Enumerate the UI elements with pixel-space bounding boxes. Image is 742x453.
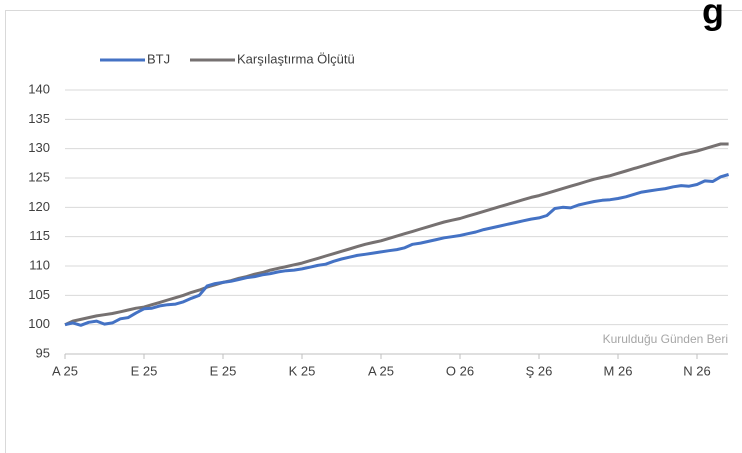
y-tick-label: 100 bbox=[28, 316, 50, 331]
y-tick-label: 125 bbox=[28, 169, 50, 184]
x-tick-label: O 26 bbox=[446, 363, 474, 378]
y-tick-label: 110 bbox=[29, 257, 50, 272]
y-tick-label: 115 bbox=[29, 228, 50, 243]
x-tick-label: E 25 bbox=[210, 363, 237, 378]
y-tick-label: 105 bbox=[28, 287, 50, 302]
x-tick-label: Ş 26 bbox=[526, 363, 553, 378]
x-tick-label: A 25 bbox=[368, 363, 394, 378]
y-tick-label: 130 bbox=[28, 140, 50, 155]
y-tick-label: 95 bbox=[36, 345, 50, 360]
x-tick-label: M 26 bbox=[604, 363, 633, 378]
y-tick-label: 140 bbox=[28, 81, 50, 96]
series-line bbox=[64, 142, 729, 327]
x-tick-label: E 25 bbox=[131, 363, 158, 378]
annotation: Kurulduğu Günden Beri bbox=[603, 332, 728, 346]
chart-title: g bbox=[702, 0, 724, 32]
x-tick-label: K 25 bbox=[289, 363, 316, 378]
legend-label: Karşılaştırma Ölçütü bbox=[237, 51, 355, 66]
legend-label: BTJ bbox=[147, 51, 170, 66]
y-tick-label: 120 bbox=[28, 199, 50, 214]
x-tick-label: A 25 bbox=[52, 363, 78, 378]
chart-frame bbox=[5, 10, 742, 453]
x-tick-label: N 26 bbox=[683, 363, 710, 378]
y-tick-label: 135 bbox=[28, 111, 50, 126]
series-line bbox=[64, 173, 730, 327]
